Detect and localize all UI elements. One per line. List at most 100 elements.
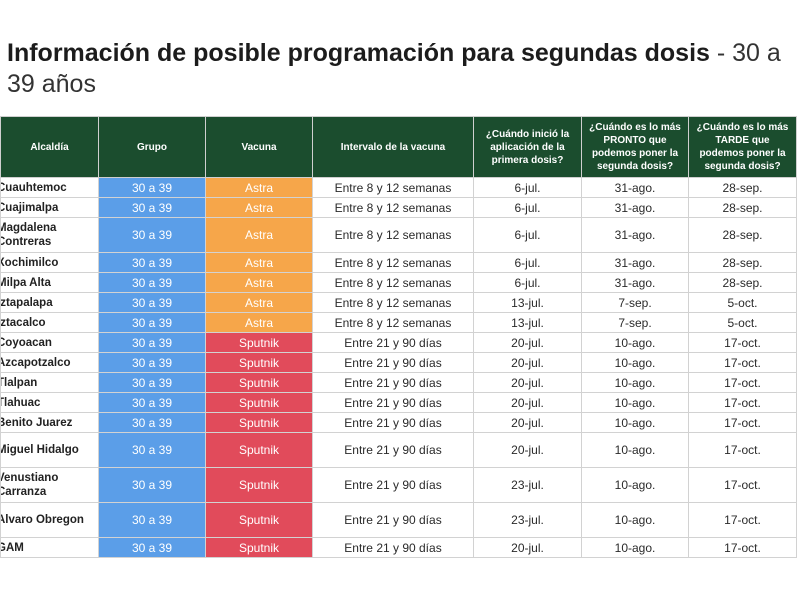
table-row: Iztapalapa 30 a 39 Astra Entre 8 y 12 seman… bbox=[0, 292, 797, 313]
cell-alcaldia: Magdalena Contreras bbox=[0, 217, 99, 253]
cell-intervalo: Entre 8 y 12 semanas bbox=[312, 292, 474, 313]
cell-intervalo: Entre 21 y 90 días bbox=[312, 467, 474, 503]
cell-grupo: 30 a 39 bbox=[98, 432, 206, 468]
cell-pronto: 10-ago. bbox=[581, 372, 689, 393]
cell-inicio: 20-jul. bbox=[473, 332, 582, 353]
cell-tarde: 17-oct. bbox=[688, 432, 797, 468]
cell-vacuna: Astra bbox=[205, 312, 313, 333]
alcaldia-label: Iztapalapa bbox=[0, 296, 53, 309]
cell-intervalo: Entre 21 y 90 días bbox=[312, 412, 474, 433]
cell-alcaldia: Cuauhtemoc bbox=[0, 177, 99, 198]
table-row: Milpa Alta 30 a 39 Astra Entre 8 y 12 seman… bbox=[0, 272, 797, 293]
title-separator: - bbox=[709, 39, 733, 67]
header-intervalo: Intervalo de la vacuna bbox=[312, 116, 474, 178]
table-row: Alvaro Obregon 30 a 39 Sputnik Entre 21 y 9… bbox=[0, 502, 797, 538]
cell-inicio: 6-jul. bbox=[473, 217, 582, 253]
alcaldia-label: Azcapotzalco bbox=[0, 356, 71, 369]
alcaldia-label: Cuauhtemoc bbox=[0, 181, 67, 194]
cell-intervalo: Entre 21 y 90 días bbox=[312, 537, 474, 558]
cell-inicio: 20-jul. bbox=[473, 432, 582, 468]
header-vacuna: Vacuna bbox=[205, 116, 313, 178]
alcaldia-label: Milpa Alta bbox=[0, 276, 51, 289]
cell-alcaldia: Tlalpan bbox=[0, 372, 99, 393]
cell-vacuna: Sputnik bbox=[205, 432, 313, 468]
cell-inicio: 20-jul. bbox=[473, 372, 582, 393]
alcaldia-label: Iztacalco bbox=[0, 316, 46, 329]
cell-pronto: 10-ago. bbox=[581, 412, 689, 433]
cell-vacuna: Astra bbox=[205, 197, 313, 218]
cell-inicio: 6-jul. bbox=[473, 197, 582, 218]
table-row: Benito Juarez 30 a 39 Sputnik Entre 21 y 90… bbox=[0, 412, 797, 433]
cell-alcaldia: Iztacalco bbox=[0, 312, 99, 333]
cell-pronto: 31-ago. bbox=[581, 197, 689, 218]
cell-alcaldia: Cuajimalpa bbox=[0, 197, 99, 218]
cell-grupo: 30 a 39 bbox=[98, 252, 206, 273]
cell-vacuna: Astra bbox=[205, 292, 313, 313]
schedule-table-container: Alcaldía Grupo Vacuna Intervalo de la va… bbox=[0, 116, 797, 558]
cell-alcaldia: GAM bbox=[0, 537, 99, 558]
cell-intervalo: Entre 8 y 12 semanas bbox=[312, 197, 474, 218]
cell-alcaldia: Tlahuac bbox=[0, 392, 99, 413]
cell-grupo: 30 a 39 bbox=[98, 272, 206, 293]
cell-grupo: 30 a 39 bbox=[98, 467, 206, 503]
header-tarde: ¿Cuándo es lo más TARDE que podemos pone… bbox=[688, 116, 797, 178]
cell-alcaldia: Milpa Alta bbox=[0, 272, 99, 293]
cell-pronto: 10-ago. bbox=[581, 467, 689, 503]
cell-alcaldia: Venustiano Carranza bbox=[0, 467, 99, 503]
cell-pronto: 31-ago. bbox=[581, 272, 689, 293]
cell-intervalo: Entre 21 y 90 días bbox=[312, 352, 474, 373]
title-main: Información de posible programación para… bbox=[7, 39, 710, 67]
cell-intervalo: Entre 8 y 12 semanas bbox=[312, 217, 474, 253]
alcaldia-label: Xochimilco bbox=[0, 256, 59, 269]
cell-grupo: 30 a 39 bbox=[98, 412, 206, 433]
cell-pronto: 31-ago. bbox=[581, 177, 689, 198]
table-row: Magdalena Contreras 30 a 39 Astra Entre 8 y… bbox=[0, 217, 797, 253]
cell-grupo: 30 a 39 bbox=[98, 332, 206, 353]
alcaldia-label: Tlalpan bbox=[0, 376, 38, 389]
cell-inicio: 23-jul. bbox=[473, 467, 582, 503]
table-header-row: Alcaldía Grupo Vacuna Intervalo de la va… bbox=[0, 116, 797, 178]
cell-grupo: 30 a 39 bbox=[98, 177, 206, 198]
cell-vacuna: Sputnik bbox=[205, 372, 313, 393]
alcaldia-label: GAM bbox=[2, 541, 24, 554]
cell-vacuna: Sputnik bbox=[205, 502, 313, 538]
cell-pronto: 10-ago. bbox=[581, 432, 689, 468]
cell-tarde: 5-oct. bbox=[688, 292, 797, 313]
cell-grupo: 30 a 39 bbox=[98, 292, 206, 313]
cell-alcaldia: Azcapotzalco bbox=[0, 352, 99, 373]
cell-grupo: 30 a 39 bbox=[98, 217, 206, 253]
cell-vacuna: Sputnik bbox=[205, 352, 313, 373]
cell-inicio: 20-jul. bbox=[473, 352, 582, 373]
cell-inicio: 6-jul. bbox=[473, 272, 582, 293]
cell-intervalo: Entre 21 y 90 días bbox=[312, 332, 474, 353]
cell-pronto: 10-ago. bbox=[581, 352, 689, 373]
table-row: Azcapotzalco 30 a 39 Sputnik Entre 21 y 90 … bbox=[0, 352, 797, 373]
cell-inicio: 20-jul. bbox=[473, 412, 582, 433]
cell-tarde: 17-oct. bbox=[688, 372, 797, 393]
cell-alcaldia: Iztapalapa bbox=[0, 292, 99, 313]
cell-vacuna: Astra bbox=[205, 252, 313, 273]
alcaldia-label: Alvaro Obregon bbox=[0, 514, 84, 526]
table-row: Cuajimalpa 30 a 39 Astra Entre 8 y 12 seman… bbox=[0, 197, 797, 218]
cell-grupo: 30 a 39 bbox=[98, 312, 206, 333]
cell-intervalo: Entre 8 y 12 semanas bbox=[312, 312, 474, 333]
cell-tarde: 17-oct. bbox=[688, 412, 797, 433]
cell-inicio: 6-jul. bbox=[473, 177, 582, 198]
cell-intervalo: Entre 8 y 12 semanas bbox=[312, 177, 474, 198]
cell-intervalo: Entre 8 y 12 semanas bbox=[312, 252, 474, 273]
alcaldia-label: Miguel Hidalgo bbox=[0, 444, 79, 456]
cell-inicio: 13-jul. bbox=[473, 312, 582, 333]
cell-grupo: 30 a 39 bbox=[98, 537, 206, 558]
cell-alcaldia: Miguel Hidalgo bbox=[0, 432, 99, 468]
cell-pronto: 10-ago. bbox=[581, 537, 689, 558]
cell-grupo: 30 a 39 bbox=[98, 372, 206, 393]
cell-tarde: 17-oct. bbox=[688, 352, 797, 373]
cell-vacuna: Astra bbox=[205, 217, 313, 253]
cell-grupo: 30 a 39 bbox=[98, 392, 206, 413]
cell-tarde: 17-oct. bbox=[688, 392, 797, 413]
table-body: Cuauhtemoc 30 a 39 Astra Entre 8 y 12 seman… bbox=[0, 177, 797, 558]
cell-grupo: 30 a 39 bbox=[98, 502, 206, 538]
cell-inicio: 6-jul. bbox=[473, 252, 582, 273]
cell-inicio: 13-jul. bbox=[473, 292, 582, 313]
cell-alcaldia: Coyoacan bbox=[0, 332, 99, 353]
